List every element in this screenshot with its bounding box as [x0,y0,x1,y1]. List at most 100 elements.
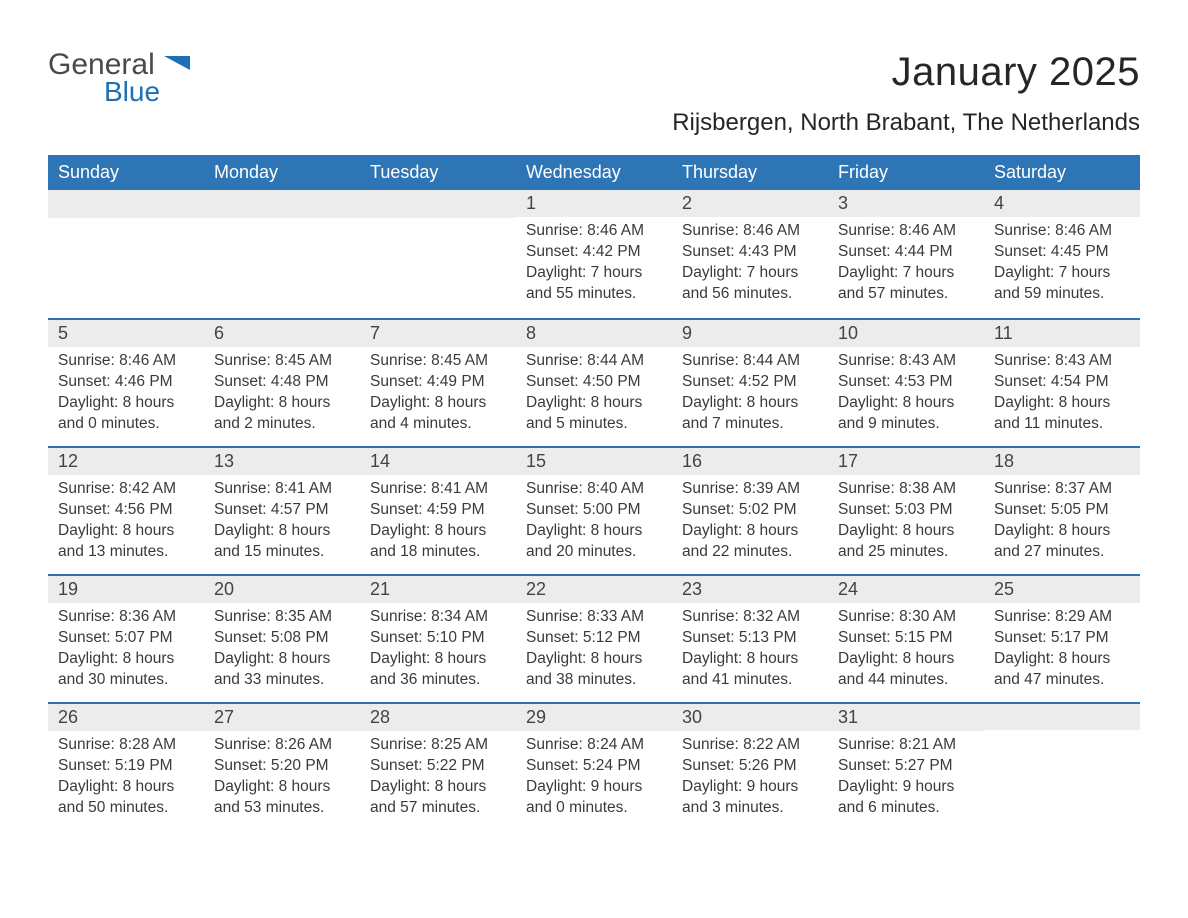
day-details: Sunrise: 8:30 AMSunset: 5:15 PMDaylight:… [828,603,984,697]
sunrise-line: Sunrise: 8:24 AM [526,735,662,756]
daylight-line: Daylight: 8 hours and 57 minutes. [370,777,506,819]
day-number: 9 [672,318,828,347]
calendar-day: 11Sunrise: 8:43 AMSunset: 4:54 PMDayligh… [984,318,1140,446]
day-number: 16 [672,446,828,475]
day-number: 17 [828,446,984,475]
day-number: 28 [360,702,516,731]
calendar-day: 1Sunrise: 8:46 AMSunset: 4:42 PMDaylight… [516,190,672,318]
empty-day-bar [984,702,1140,730]
daylight-line: Daylight: 8 hours and 2 minutes. [214,393,350,435]
day-number: 1 [516,190,672,217]
sunset-line: Sunset: 4:44 PM [838,242,974,263]
sunrise-line: Sunrise: 8:45 AM [370,351,506,372]
daylight-line: Daylight: 8 hours and 30 minutes. [58,649,194,691]
daylight-line: Daylight: 8 hours and 22 minutes. [682,521,818,563]
day-number: 27 [204,702,360,731]
daylight-line: Daylight: 8 hours and 50 minutes. [58,777,194,819]
calendar-week: 19Sunrise: 8:36 AMSunset: 5:07 PMDayligh… [48,574,1140,702]
weekday-header: Sunday [48,155,204,190]
sunset-line: Sunset: 4:42 PM [526,242,662,263]
daylight-line: Daylight: 9 hours and 6 minutes. [838,777,974,819]
sunrise-line: Sunrise: 8:35 AM [214,607,350,628]
daylight-line: Daylight: 8 hours and 11 minutes. [994,393,1130,435]
day-details: Sunrise: 8:46 AMSunset: 4:42 PMDaylight:… [516,217,672,311]
sunset-line: Sunset: 4:46 PM [58,372,194,393]
weekday-header: Monday [204,155,360,190]
sunrise-line: Sunrise: 8:45 AM [214,351,350,372]
daylight-line: Daylight: 7 hours and 55 minutes. [526,263,662,305]
day-number: 11 [984,318,1140,347]
day-number: 31 [828,702,984,731]
calendar-body: 1Sunrise: 8:46 AMSunset: 4:42 PMDaylight… [48,190,1140,830]
sunrise-line: Sunrise: 8:46 AM [682,221,818,242]
calendar-day: 13Sunrise: 8:41 AMSunset: 4:57 PMDayligh… [204,446,360,574]
sunrise-line: Sunrise: 8:22 AM [682,735,818,756]
day-details: Sunrise: 8:41 AMSunset: 4:59 PMDaylight:… [360,475,516,569]
calendar-day: 19Sunrise: 8:36 AMSunset: 5:07 PMDayligh… [48,574,204,702]
daylight-line: Daylight: 8 hours and 9 minutes. [838,393,974,435]
calendar-day: 4Sunrise: 8:46 AMSunset: 4:45 PMDaylight… [984,190,1140,318]
day-number: 7 [360,318,516,347]
day-details: Sunrise: 8:42 AMSunset: 4:56 PMDaylight:… [48,475,204,569]
day-number: 12 [48,446,204,475]
sunset-line: Sunset: 5:19 PM [58,756,194,777]
daylight-line: Daylight: 7 hours and 57 minutes. [838,263,974,305]
daylight-line: Daylight: 8 hours and 0 minutes. [58,393,194,435]
day-details: Sunrise: 8:44 AMSunset: 4:50 PMDaylight:… [516,347,672,441]
sunset-line: Sunset: 4:50 PM [526,372,662,393]
sunset-line: Sunset: 4:53 PM [838,372,974,393]
day-details: Sunrise: 8:36 AMSunset: 5:07 PMDaylight:… [48,603,204,697]
calendar-week: 12Sunrise: 8:42 AMSunset: 4:56 PMDayligh… [48,446,1140,574]
daylight-line: Daylight: 8 hours and 4 minutes. [370,393,506,435]
sunrise-line: Sunrise: 8:29 AM [994,607,1130,628]
day-details: Sunrise: 8:45 AMSunset: 4:48 PMDaylight:… [204,347,360,441]
day-details: Sunrise: 8:22 AMSunset: 5:26 PMDaylight:… [672,731,828,825]
day-details: Sunrise: 8:35 AMSunset: 5:08 PMDaylight:… [204,603,360,697]
calendar-day: 21Sunrise: 8:34 AMSunset: 5:10 PMDayligh… [360,574,516,702]
sunrise-line: Sunrise: 8:46 AM [526,221,662,242]
day-number: 14 [360,446,516,475]
sunrise-line: Sunrise: 8:32 AM [682,607,818,628]
day-number: 15 [516,446,672,475]
location-text: Rijsbergen, North Brabant, The Netherlan… [672,109,1140,137]
day-details: Sunrise: 8:25 AMSunset: 5:22 PMDaylight:… [360,731,516,825]
sunrise-line: Sunrise: 8:30 AM [838,607,974,628]
day-details: Sunrise: 8:32 AMSunset: 5:13 PMDaylight:… [672,603,828,697]
day-number: 23 [672,574,828,603]
day-details: Sunrise: 8:26 AMSunset: 5:20 PMDaylight:… [204,731,360,825]
daylight-line: Daylight: 8 hours and 15 minutes. [214,521,350,563]
day-details: Sunrise: 8:46 AMSunset: 4:43 PMDaylight:… [672,217,828,311]
sunrise-line: Sunrise: 8:40 AM [526,479,662,500]
sunrise-line: Sunrise: 8:25 AM [370,735,506,756]
logo-word-blue: Blue [104,76,160,108]
sunset-line: Sunset: 4:43 PM [682,242,818,263]
day-details: Sunrise: 8:24 AMSunset: 5:24 PMDaylight:… [516,731,672,825]
sunset-line: Sunset: 4:45 PM [994,242,1130,263]
day-details: Sunrise: 8:34 AMSunset: 5:10 PMDaylight:… [360,603,516,697]
day-details: Sunrise: 8:28 AMSunset: 5:19 PMDaylight:… [48,731,204,825]
day-number: 3 [828,190,984,217]
calendar-day: 22Sunrise: 8:33 AMSunset: 5:12 PMDayligh… [516,574,672,702]
weekday-header: Friday [828,155,984,190]
day-number: 26 [48,702,204,731]
sunset-line: Sunset: 4:57 PM [214,500,350,521]
sunset-line: Sunset: 4:48 PM [214,372,350,393]
daylight-line: Daylight: 8 hours and 25 minutes. [838,521,974,563]
daylight-line: Daylight: 7 hours and 56 minutes. [682,263,818,305]
sunrise-line: Sunrise: 8:43 AM [994,351,1130,372]
sunset-line: Sunset: 5:07 PM [58,628,194,649]
empty-day-bar [204,190,360,218]
sunset-line: Sunset: 5:27 PM [838,756,974,777]
day-number: 22 [516,574,672,603]
sunset-line: Sunset: 5:10 PM [370,628,506,649]
daylight-line: Daylight: 8 hours and 47 minutes. [994,649,1130,691]
daylight-line: Daylight: 8 hours and 7 minutes. [682,393,818,435]
calendar-day: 5Sunrise: 8:46 AMSunset: 4:46 PMDaylight… [48,318,204,446]
sunset-line: Sunset: 5:05 PM [994,500,1130,521]
weekday-row: SundayMondayTuesdayWednesdayThursdayFrid… [48,155,1140,190]
calendar-empty-day [360,190,516,318]
day-details: Sunrise: 8:45 AMSunset: 4:49 PMDaylight:… [360,347,516,441]
day-details: Sunrise: 8:39 AMSunset: 5:02 PMDaylight:… [672,475,828,569]
calendar-day: 15Sunrise: 8:40 AMSunset: 5:00 PMDayligh… [516,446,672,574]
day-number: 30 [672,702,828,731]
